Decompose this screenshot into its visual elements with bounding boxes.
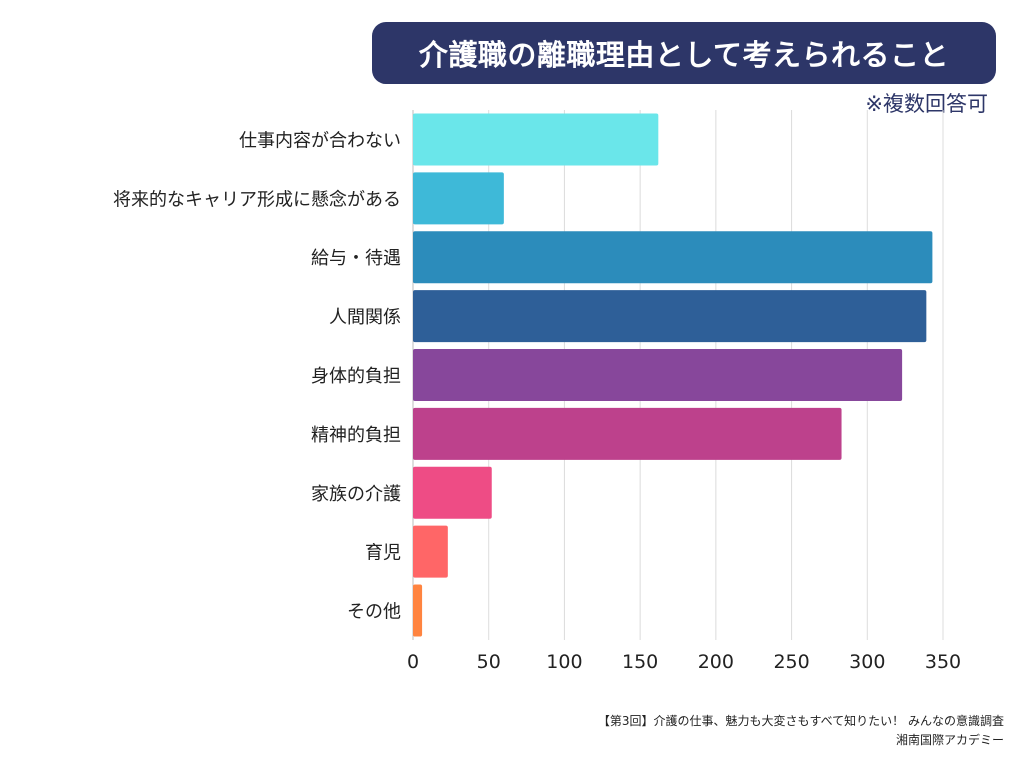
x-tick-labels: 0 50 100 150 200 250 300 350 <box>407 651 961 673</box>
x-tick-label: 200 <box>698 651 734 673</box>
category-label: 将来的なキャリア形成に懸念がある <box>113 188 401 210</box>
x-tick-label: 300 <box>849 651 885 673</box>
bar-2 <box>413 172 504 225</box>
x-tick-label: 250 <box>773 651 809 673</box>
x-tick-label: 0 <box>407 651 419 673</box>
x-tick-label: 50 <box>477 651 501 673</box>
category-label: その他 <box>347 602 401 623</box>
category-label: 家族の介護 <box>311 484 401 505</box>
category-label: 身体的負担 <box>311 366 401 387</box>
source-organization: 湘南国際アカデミー <box>895 733 1004 747</box>
bar-7 <box>413 466 492 519</box>
bar-1 <box>413 113 659 166</box>
bar-4 <box>413 290 927 343</box>
multiple-answers-note: ※複数回答可 <box>865 92 988 116</box>
bars <box>413 113 933 637</box>
bar-6 <box>413 407 842 460</box>
category-label: 精神的負担 <box>311 425 401 446</box>
source-credit: 【第3回】介護の仕事、魅力も大変さもすべて知りたい！ みんなの意識調査 湘南国際… <box>598 712 1004 750</box>
chart-title: 介護職の離職理由として考えられること <box>418 38 950 72</box>
chart-title-box: 介護職の離職理由として考えられること <box>372 22 996 84</box>
category-labels: 仕事内容が合わない将来的なキャリア形成に懸念がある給与・待遇人間関係身体的負担精… <box>113 130 401 622</box>
x-tick-label: 350 <box>925 651 961 673</box>
category-label: 育児 <box>365 543 401 564</box>
x-tick-label: 150 <box>622 651 658 673</box>
category-label: 仕事内容が合わない <box>239 130 401 151</box>
bar-8 <box>413 525 448 578</box>
x-tick-label: 100 <box>546 651 582 673</box>
bar-9 <box>413 584 423 637</box>
category-label: 給与・待遇 <box>311 248 401 269</box>
category-label: 人間関係 <box>329 307 401 328</box>
bar-3 <box>413 231 933 284</box>
bar-5 <box>413 349 903 401</box>
source-survey-name: 【第3回】介護の仕事、魅力も大変さもすべて知りたい！ みんなの意識調査 <box>597 714 1004 728</box>
